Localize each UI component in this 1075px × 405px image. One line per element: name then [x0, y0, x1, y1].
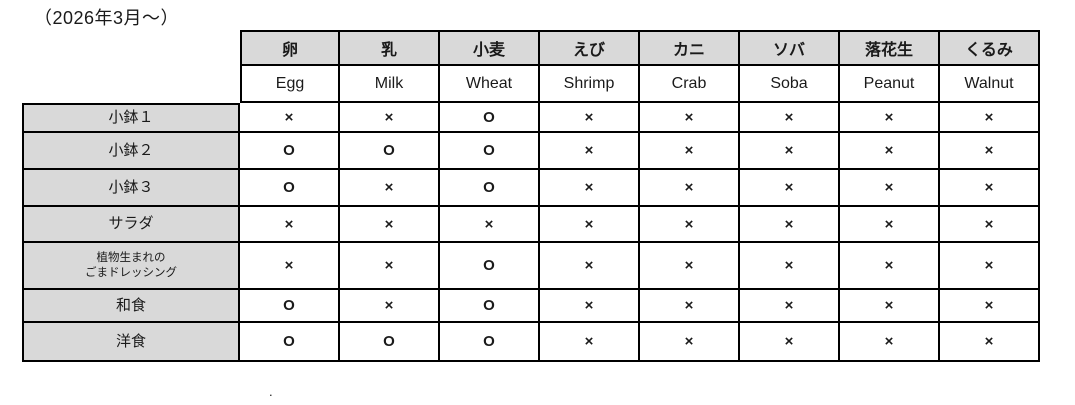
mark-cell: O — [440, 103, 540, 133]
mark-cell: × — [740, 290, 840, 323]
row-label-yoshoku: 洋食 — [22, 323, 240, 362]
col-header-wheat-en: Wheat — [440, 66, 540, 103]
table-corner-blank — [22, 30, 240, 66]
mark-cell: × — [540, 170, 640, 207]
mark-cell: × — [940, 323, 1040, 362]
mark-cell: O — [240, 133, 340, 170]
col-header-egg-en: Egg — [240, 66, 340, 103]
mark-cell: × — [940, 170, 1040, 207]
mark-cell: × — [640, 290, 740, 323]
mark-cell: × — [540, 243, 640, 290]
mark-cell: × — [940, 290, 1040, 323]
mark-cell: O — [240, 290, 340, 323]
mark-cell: O — [440, 170, 540, 207]
mark-cell: × — [740, 243, 840, 290]
col-header-wheat-ja: 小麦 — [440, 30, 540, 66]
mark-cell: × — [640, 170, 740, 207]
col-header-shrimp-en: Shrimp — [540, 66, 640, 103]
mark-cell: O — [440, 243, 540, 290]
mark-cell: × — [840, 290, 940, 323]
col-header-milk-en: Milk — [340, 66, 440, 103]
mark-cell: × — [940, 103, 1040, 133]
mark-cell: × — [240, 103, 340, 133]
page-title: （2026年3月～） — [34, 8, 180, 28]
mark-cell: × — [340, 103, 440, 133]
mark-cell: × — [840, 170, 940, 207]
mark-cell: O — [240, 170, 340, 207]
mark-cell: × — [940, 243, 1040, 290]
col-header-peanut-ja: 落花生 — [840, 30, 940, 66]
mark-cell: × — [740, 207, 840, 243]
mark-cell: O — [240, 323, 340, 362]
mark-cell: × — [840, 207, 940, 243]
mark-cell: × — [240, 243, 340, 290]
mark-cell: × — [540, 207, 640, 243]
mark-cell: × — [540, 290, 640, 323]
mark-cell: × — [840, 133, 940, 170]
col-header-soba-en: Soba — [740, 66, 840, 103]
col-header-soba-ja: ソバ — [740, 30, 840, 66]
mark-cell: × — [740, 103, 840, 133]
col-header-egg-ja: 卵 — [240, 30, 340, 66]
row-label-kobachi2: 小鉢２ — [22, 133, 240, 170]
mark-cell: × — [740, 170, 840, 207]
mark-cell: × — [940, 133, 1040, 170]
mark-cell: × — [340, 170, 440, 207]
row-label-sesame-dressing: 植物生まれの ごまドレッシング — [22, 243, 240, 290]
col-header-walnut-ja: くるみ — [940, 30, 1040, 66]
mark-cell: × — [640, 243, 740, 290]
mark-cell: × — [540, 323, 640, 362]
row-label-washoku: 和食 — [22, 290, 240, 323]
mark-cell: × — [640, 207, 740, 243]
col-header-walnut-en: Walnut — [940, 66, 1040, 103]
mark-cell: × — [340, 243, 440, 290]
col-header-shrimp-ja: えび — [540, 30, 640, 66]
mark-cell: × — [340, 290, 440, 323]
mark-cell: O — [440, 323, 540, 362]
col-header-crab-ja: カニ — [640, 30, 740, 66]
mark-cell: O — [440, 133, 540, 170]
mark-cell: × — [240, 207, 340, 243]
col-header-milk-ja: 乳 — [340, 30, 440, 66]
mark-cell: O — [340, 133, 440, 170]
table-corner-blank — [22, 66, 240, 103]
mark-cell: × — [540, 133, 640, 170]
row-label-kobachi1: 小鉢１ — [22, 103, 240, 133]
mark-cell: × — [940, 207, 1040, 243]
mark-cell: × — [640, 103, 740, 133]
row-label-salad: サラダ — [22, 207, 240, 243]
mark-cell: × — [440, 207, 540, 243]
allergen-table: 卵 乳 小麦 えび カニ ソバ 落花生 くるみ Egg Milk Wheat S… — [22, 30, 1040, 362]
mark-cell: O — [340, 323, 440, 362]
stray-period: . — [269, 384, 273, 399]
mark-cell: × — [840, 243, 940, 290]
mark-cell: O — [440, 290, 540, 323]
col-header-crab-en: Crab — [640, 66, 740, 103]
mark-cell: × — [840, 103, 940, 133]
mark-cell: × — [640, 133, 740, 170]
mark-cell: × — [640, 323, 740, 362]
mark-cell: × — [740, 133, 840, 170]
row-label-kobachi3: 小鉢３ — [22, 170, 240, 207]
mark-cell: × — [540, 103, 640, 133]
mark-cell: × — [840, 323, 940, 362]
mark-cell: × — [340, 207, 440, 243]
col-header-peanut-en: Peanut — [840, 66, 940, 103]
mark-cell: × — [740, 323, 840, 362]
